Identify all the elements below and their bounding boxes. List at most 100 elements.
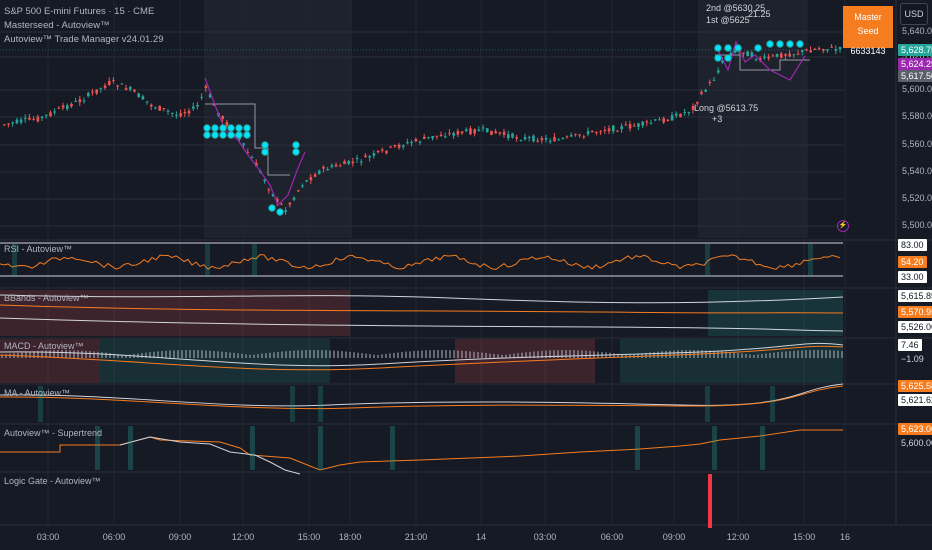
trade-label-price-annotation: 21.25 [748,9,771,19]
supertrend-highlight [635,426,640,470]
master-seed-badge: Master Seed 6633143 [843,6,893,56]
rsi-line [0,254,841,270]
time-axis-label: 12:00 [726,532,750,542]
indicator-masterseed-label[interactable]: Masterseed - Autoview™ [4,20,110,31]
price-axis-label: 5,620.00 [902,51,932,61]
price-axis-label: 5,520.00 [902,193,932,203]
time-axis-label: 16 [839,532,851,542]
candle-body [612,125,615,132]
flash-alert-icon[interactable]: ⚡ [837,220,849,232]
entry-path-line [204,77,306,207]
candle-body [603,130,607,132]
time-axis-label: 03:00 [36,532,60,542]
candle-body [288,202,292,205]
signal-marker [203,124,211,132]
currency-button[interactable]: USD [900,3,928,25]
candle-body [490,130,493,136]
indicator-trade-manager-label[interactable]: Autoview™ Trade Manager v24.01.29 [4,34,164,45]
candle-body [364,155,367,158]
signal-marker [776,40,784,48]
signal-marker [786,40,794,48]
candle-body [423,136,426,139]
candle-body [246,152,250,154]
pane-value-tag: 5,615.85 [898,290,932,302]
candle-body [511,133,514,138]
session-shade [698,0,808,238]
candle-body [162,108,166,110]
macd-zone-red [0,339,100,383]
ma-fast-line [0,383,844,407]
candle-body [754,58,758,61]
signal-marker [714,44,722,52]
candle-body [679,113,682,117]
candle-body [19,119,23,123]
candle-body [99,87,103,89]
candle-body [318,170,321,174]
pane-title[interactable]: MA - Autoview™ [4,388,71,398]
pane-title[interactable]: Autoview™ - Supertrend [4,428,103,438]
candle-body [624,124,628,126]
pane-value-tag: 33.00 [898,271,927,283]
candle-body [427,136,430,138]
ma-highlight [38,386,43,422]
candle-body [654,119,657,121]
symbol-title[interactable]: S&P 500 E-mini Futures · 15 · CME [4,6,155,17]
rsi-highlight [252,244,257,276]
candle-body [53,111,56,113]
signal-marker [268,204,276,212]
price-tag: 5,624.25 [898,58,932,70]
candle-body [477,129,481,132]
signal-marker [243,124,251,132]
candle-body [45,114,48,116]
signal-marker [211,131,219,139]
candle-body [540,138,544,141]
time-axis-label: 03:00 [533,532,557,542]
candle-body [784,54,787,56]
candle-body [91,91,94,93]
candle-body [486,128,489,133]
candle-body [124,88,128,90]
candle-body [32,118,35,120]
candle-body [448,132,451,134]
candle-body [82,100,86,102]
candle-body [465,129,468,132]
time-axis-label: 15:00 [792,532,816,542]
candle-body [549,140,552,142]
candle-body [208,94,212,98]
trade-level-line [205,103,290,176]
supertrend-highlight [95,426,100,470]
signal-marker [219,131,227,139]
candle-body [532,135,535,142]
ma-highlight [770,386,775,422]
price-axis-label: 5,500.00 [902,220,932,230]
signal-marker [724,54,732,62]
signal-marker [261,141,269,149]
pane-title[interactable]: Logic Gate - Autoview™ [4,476,101,486]
candle-body [775,53,779,57]
pane-value-tag: −1.09 [898,353,927,365]
candle-body [145,101,149,103]
pane-title[interactable]: BBands - Autoview™ [4,293,89,303]
candle-body [591,130,594,133]
candle-body [171,112,174,114]
candle-body [683,112,686,114]
trade-label-long-sub: +3 [712,114,723,124]
supertrend-highlight [250,426,255,470]
candle-body [141,96,145,100]
candle-body [24,118,27,120]
candle-body [276,198,279,203]
candle-body [108,80,111,85]
signal-marker [714,54,722,62]
candle-body [234,134,237,137]
candle-body [582,136,586,138]
pane-title[interactable]: MACD - Autoview™ [4,341,84,351]
pane-title[interactable]: RSI - Autoview™ [4,244,73,254]
time-axis-label: 06:00 [600,532,624,542]
candle-body [297,190,300,192]
candle-body [166,110,170,112]
candle-body [645,121,649,123]
candle-body [255,162,258,167]
candle-body [7,123,10,125]
time-axis-label: 15:00 [297,532,321,542]
